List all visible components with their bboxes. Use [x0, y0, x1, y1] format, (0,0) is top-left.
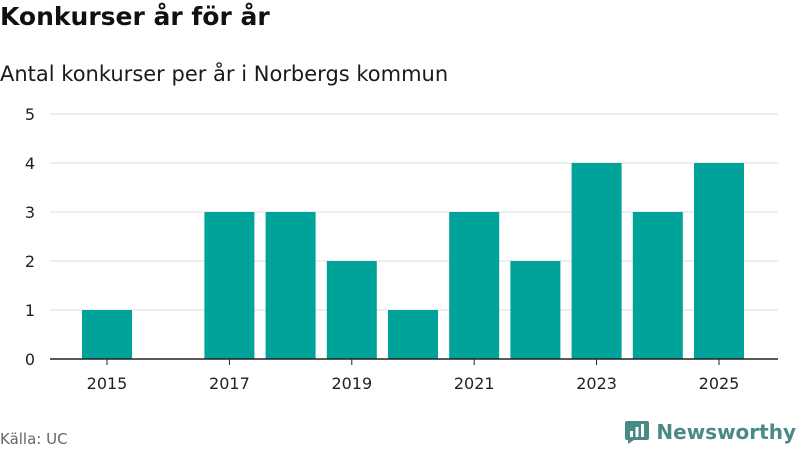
bar-2023 — [571, 163, 622, 359]
chart-subtitle: Antal konkurser per år i Norbergs kommun — [0, 62, 449, 86]
brand-name: Newsworthy — [656, 420, 796, 444]
x-tick-label: 2023 — [576, 374, 617, 393]
y-tick-label: 3 — [25, 203, 35, 222]
chart-title: Konkurser år för år — [0, 2, 270, 31]
x-tick-label: 2015 — [87, 374, 128, 393]
y-tick-label: 0 — [25, 350, 35, 369]
source-note: Källa: UC — [0, 430, 68, 448]
y-tick-label: 4 — [25, 154, 35, 173]
x-tick-label: 2025 — [699, 374, 740, 393]
bar-2018 — [265, 212, 316, 359]
bar-2020 — [388, 310, 438, 359]
x-tick-label: 2019 — [331, 374, 372, 393]
bars — [82, 163, 744, 359]
bar-2021 — [449, 212, 500, 359]
x-tick-label: 2017 — [209, 374, 250, 393]
bar-2022 — [510, 261, 561, 359]
bar-2024 — [632, 212, 683, 359]
bar-2025 — [694, 163, 744, 359]
bar-chart-logo-icon — [625, 421, 650, 444]
x-tick-label: 2021 — [454, 374, 495, 393]
y-tick-label: 1 — [25, 301, 35, 320]
x-axis-tick-labels: 2015 2017 2019 2021 2023 2025 — [87, 359, 740, 393]
bar-chart: 0 1 2 3 4 5 2015 2017 2019 2021 2023 2025 — [25, 105, 778, 393]
bar-2017 — [204, 212, 255, 359]
y-tick-label: 2 — [25, 252, 35, 271]
y-tick-label: 5 — [25, 105, 35, 124]
bar-2019 — [326, 261, 377, 359]
brand-logo: Newsworthy — [624, 419, 796, 445]
y-axis-tick-labels: 0 1 2 3 4 5 — [25, 105, 35, 369]
bar-2015 — [82, 310, 132, 359]
